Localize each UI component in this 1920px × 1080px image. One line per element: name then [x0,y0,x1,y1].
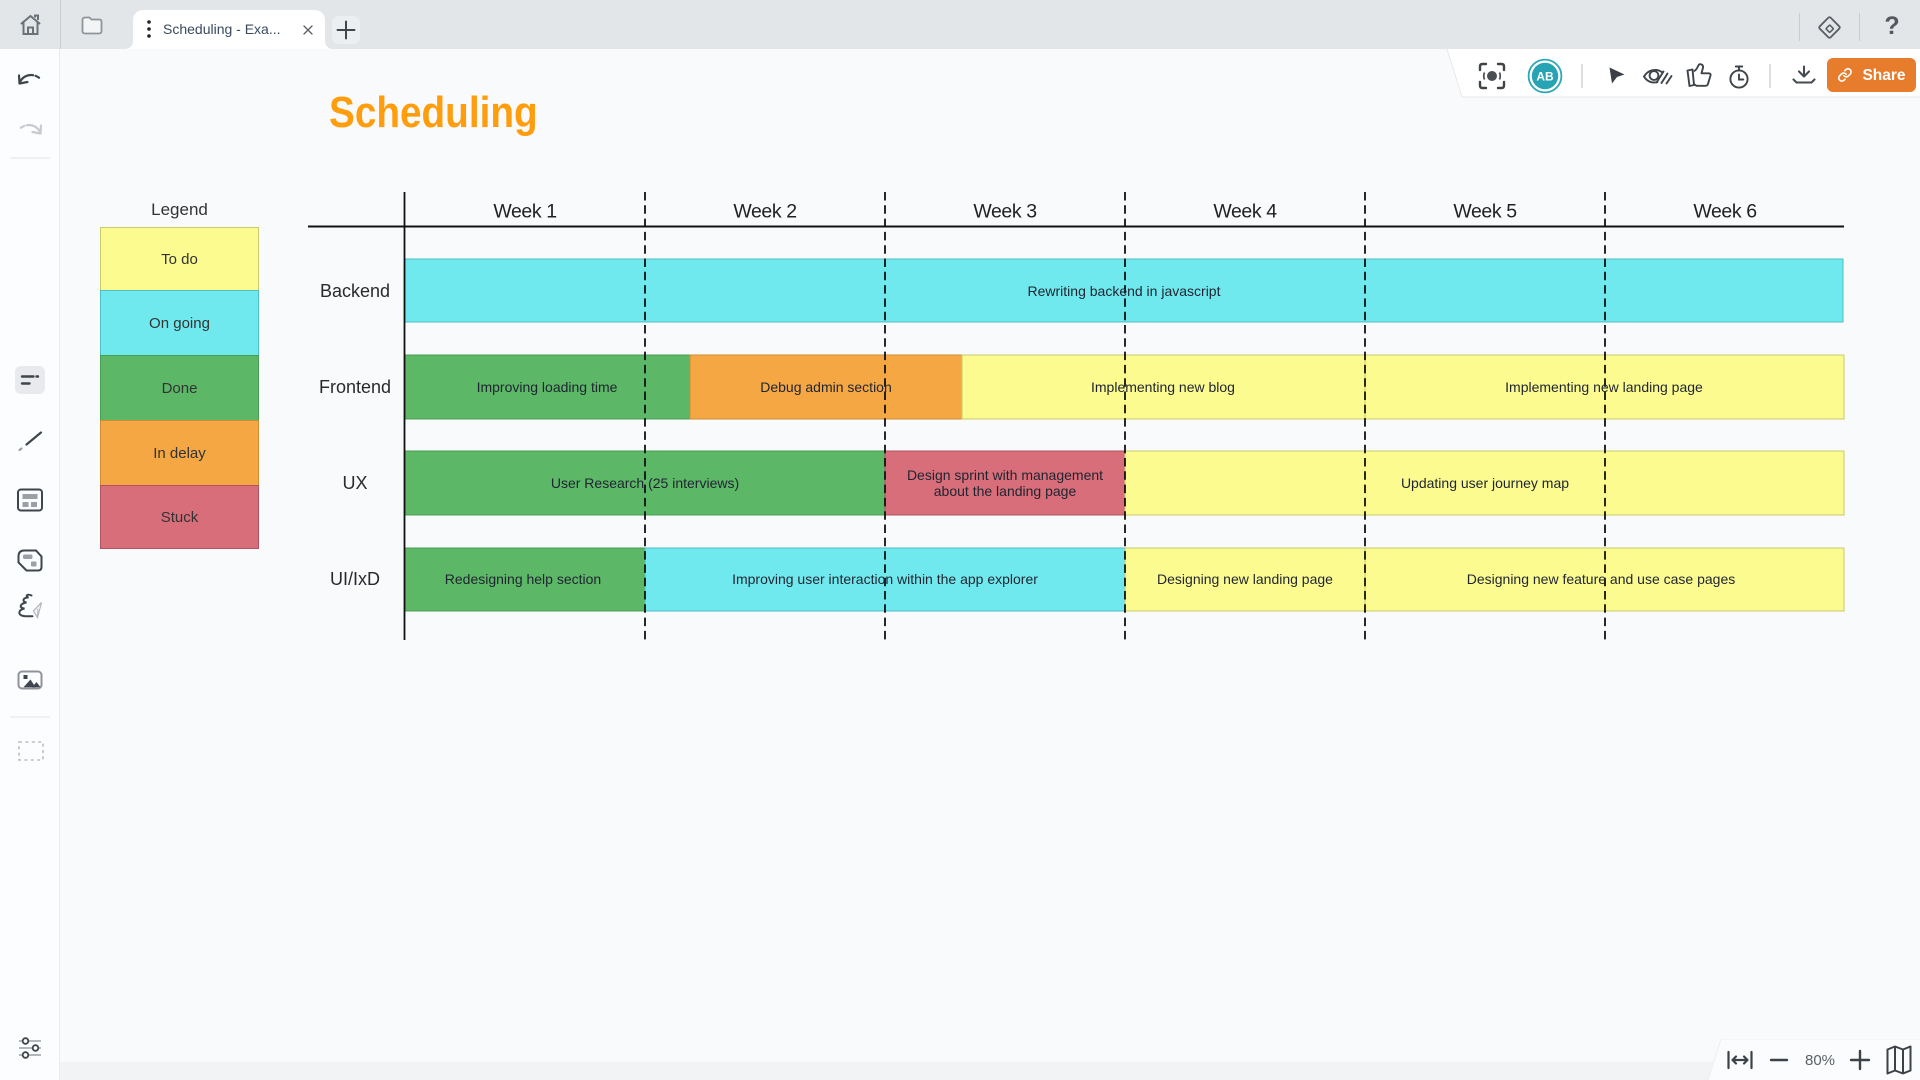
svg-text:80%: 80% [1805,1052,1835,1069]
svg-text:UI/IxD: UI/IxD [330,569,380,589]
svg-text:Design sprint with management: Design sprint with management [907,467,1103,483]
svg-text:Improving loading time: Improving loading time [477,379,618,395]
svg-text:Share: Share [1862,67,1905,84]
svg-text:Backend: Backend [320,281,390,301]
svg-text:Debug admin section: Debug admin section [760,379,892,395]
svg-text:Implementing new blog: Implementing new blog [1091,379,1235,395]
svg-text:about the landing page: about the landing page [934,483,1077,499]
svg-text:UX: UX [342,473,367,493]
svg-text:Improving user interaction wit: Improving user interaction within the ap… [732,571,1038,587]
svg-text:Frontend: Frontend [319,377,391,397]
svg-text:Week 2: Week 2 [733,201,796,223]
svg-text:Designing new feature and use: Designing new feature and use case pages [1467,571,1736,587]
svg-text:Week 6: Week 6 [1693,201,1756,223]
svg-text:Week 4: Week 4 [1213,201,1277,223]
svg-text:Redesigning help section: Redesigning help section [445,571,601,587]
svg-text:Week 5: Week 5 [1453,201,1517,223]
svg-text:Week 1: Week 1 [493,201,556,223]
svg-text:Implementing new landing page: Implementing new landing page [1505,379,1703,395]
svg-text:Rewriting backend in javascrip: Rewriting backend in javascript [1028,283,1221,299]
svg-text:Week 3: Week 3 [973,201,1036,223]
svg-text:User Research (25 interviews): User Research (25 interviews) [551,475,739,491]
svg-text:AB: AB [1536,70,1554,84]
svg-text:Updating user journey map: Updating user journey map [1401,475,1569,491]
svg-text:Designing new landing page: Designing new landing page [1157,571,1333,587]
